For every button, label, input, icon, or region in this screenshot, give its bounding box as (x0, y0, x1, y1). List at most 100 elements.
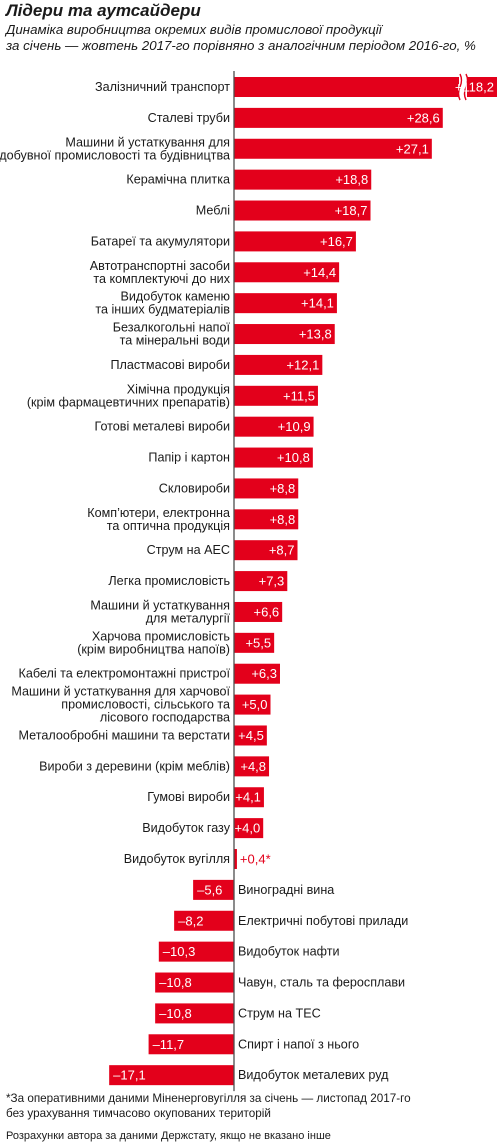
bar (155, 972, 234, 993)
category-label: Струм на АЕС (147, 543, 230, 557)
category-label: та оптична продукція (107, 519, 230, 533)
category-label: Вироби з деревини (крім меблів) (39, 759, 230, 773)
category-label: Автотранспортні засоби (90, 259, 230, 273)
category-label: Батареї та акумулятори (91, 234, 230, 248)
bar-row: –11,7 Спирт і напої з нього (148, 1034, 359, 1055)
value-label: +12,1 (286, 357, 319, 372)
subtitle-line: Динаміка виробництва окремих видів проми… (6, 22, 382, 37)
value-label: +18,7 (335, 203, 368, 218)
axis-break-mark (457, 73, 463, 101)
axis-break-mark (463, 73, 469, 101)
bar-row: +0,4* Видобуток вугілля (124, 849, 271, 869)
bar (174, 910, 234, 931)
bar-row: +11,5 Хімічна продукція(крім фармацевтичн… (27, 382, 318, 409)
category-label: та мінеральні води (120, 334, 230, 348)
value-label: +5,0 (242, 697, 268, 712)
category-label: Видобуток каменю (120, 290, 230, 304)
value-label: +6,6 (254, 604, 280, 619)
bar-row: +8,7 Струм на АЕС (147, 540, 298, 561)
bar-row: –8,2 Електричні побутові прилади (174, 910, 408, 931)
bar-row: –10,3 Видобуток нафти (158, 941, 340, 962)
footnote-line: *За оперативними даними Міненерговугілля… (6, 1092, 411, 1105)
category-label: Чавун, сталь та феросплави (238, 976, 405, 990)
bar-row: +4,5 Металообробні машини та верстати (19, 725, 267, 746)
chart-subtitle: Динаміка виробництва окремих видів проми… (6, 22, 498, 54)
bar (234, 324, 335, 345)
bar (234, 663, 280, 684)
bar-row: +5,5 Харчова промисловість(крім виробницт… (77, 629, 275, 656)
value-label: +13,8 (299, 327, 332, 342)
bar (234, 262, 340, 283)
bar (234, 200, 371, 221)
bar (234, 725, 267, 746)
bar (234, 447, 313, 468)
category-label: Легка промисловість (108, 574, 230, 588)
bar-row: –10,8 Чавун, сталь та феросплави (155, 972, 405, 993)
category-label: (крім виробництва напоїв) (77, 642, 230, 656)
bar (155, 1003, 234, 1024)
category-label: Видобуток газу (142, 821, 230, 835)
value-label: +7,3 (259, 574, 285, 589)
bar-row: +10,8 Папір і картон (148, 447, 313, 468)
bar (234, 540, 298, 561)
category-label: Керамічна плитка (126, 173, 230, 187)
value-label: +6,3 (251, 666, 277, 681)
bar (234, 756, 270, 777)
category-label: Скловироби (159, 481, 230, 495)
category-label: Гумові вироби (147, 790, 230, 804)
bar (234, 818, 264, 839)
category-label: Спирт і напої з нього (238, 1037, 359, 1051)
bar (234, 77, 497, 97)
category-label: промисловості, сільського та (61, 698, 230, 712)
bar-row: +5,0 Машини й устаткування для харчовоїпр… (11, 685, 271, 725)
category-label: Видобуток металевих руд (238, 1068, 389, 1082)
category-label: Машини й устаткування для харчової (11, 685, 230, 699)
bar-row: +7,3 Легка промисловість (108, 571, 288, 592)
category-label: Машини й устаткування (90, 598, 230, 612)
category-label: Безалкогольні напої (113, 321, 231, 335)
bar-row: +4,0 Видобуток газу (142, 818, 264, 839)
category-label: Сталеві труби (148, 111, 230, 125)
bar-row: –10,8 Струм на ТЕС (155, 1003, 321, 1024)
category-label: Кабелі та електромонтажні пристрої (19, 667, 231, 681)
value-label: +4,8 (240, 759, 266, 774)
category-label: Машини й устаткування для (65, 135, 230, 149)
value-label: –17,1 (113, 1068, 146, 1083)
value-label: –5,6 (197, 882, 222, 897)
bar (234, 293, 337, 314)
category-label: та комплектуючі до них (93, 272, 230, 286)
value-label: –10,3 (163, 944, 196, 959)
bar-row: +16,7 Батареї та акумулятори (91, 231, 356, 252)
value-label: +4,0 (235, 821, 261, 836)
value-label: –11,7 (153, 1037, 185, 1052)
chart-title: Лідери та аутсайдери (6, 1, 201, 20)
category-label: Папір і картон (148, 451, 230, 465)
value-label: –10,8 (159, 1006, 192, 1021)
bar (234, 849, 237, 869)
bar (234, 601, 283, 622)
category-label: Виноградні вина (238, 883, 334, 897)
bar (158, 941, 234, 962)
category-label: Харчова промисловість (92, 629, 231, 643)
bar (234, 787, 264, 808)
value-label: +18,8 (335, 172, 368, 187)
bar (234, 354, 323, 375)
value-label: +8,7 (269, 543, 295, 558)
value-label: +14,1 (301, 296, 334, 311)
value-label: +8,8 (270, 481, 296, 496)
bar-row: +18,8 Керамічна плитка (126, 169, 372, 190)
category-label: Струм на ТЕС (238, 1006, 321, 1020)
category-label: Електричні побутові прилади (238, 914, 408, 928)
category-label: Металообробні машини та верстати (19, 728, 230, 742)
value-label: +4,1 (235, 790, 261, 805)
bar (234, 138, 432, 159)
category-label: Меблі (196, 204, 230, 218)
category-label: Видобуток вугілля (124, 852, 230, 866)
category-label: (крім фармацевтичних препаратів) (27, 395, 230, 409)
bar (234, 478, 299, 499)
